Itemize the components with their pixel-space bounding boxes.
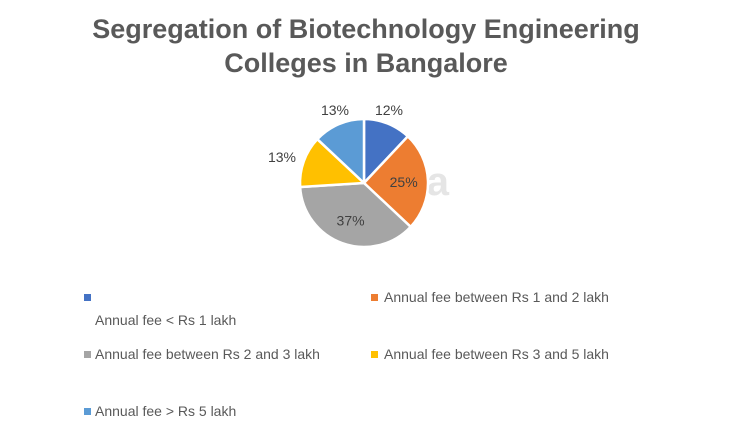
pie-slice-1 <box>362 134 430 229</box>
legend-label-3: Annual fee between Rs 3 and 5 lakh <box>384 346 609 362</box>
data-label-4: 13% <box>321 102 349 118</box>
legend-marker-2 <box>84 351 91 358</box>
chart-title-line-2: Colleges in Bangalore <box>224 48 508 78</box>
legend-marker-3 <box>371 351 378 358</box>
legend-label-0: Annual fee < Rs 1 lakh <box>95 312 237 328</box>
pie-slice-2 <box>298 181 413 249</box>
chart-title-line-1: Segregation of Biotechnology Engineering <box>92 14 640 44</box>
legend-marker-0 <box>84 294 91 301</box>
pie-slice-4 <box>315 117 366 186</box>
legend-marker-1 <box>371 294 378 301</box>
legend-marker-4 <box>84 408 91 415</box>
data-label-1: 25% <box>390 174 418 190</box>
data-label-0: 12% <box>375 102 403 118</box>
data-label-2: 37% <box>337 212 365 228</box>
legend-label-1: Annual fee between Rs 1 and 2 lakh <box>384 289 609 305</box>
legend-label-2: Annual fee between Rs 2 and 3 lakh <box>95 346 320 362</box>
chart-title: Segregation of Biotechnology Engineering… <box>0 12 732 80</box>
legend-label-4: Annual fee > Rs 5 lakh <box>95 403 237 419</box>
data-label-3: 13% <box>268 149 296 165</box>
